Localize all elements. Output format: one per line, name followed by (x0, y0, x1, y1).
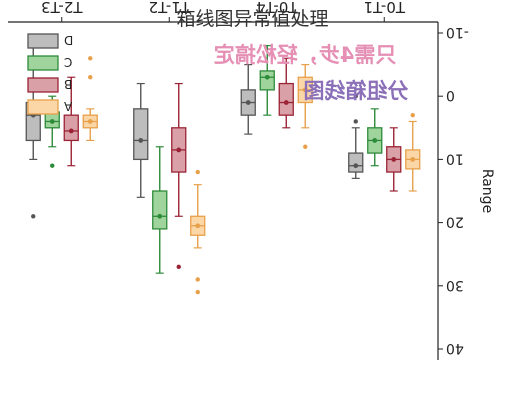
y-tick-label: 0 (446, 87, 455, 103)
outlier-point (88, 56, 93, 61)
mean-point (283, 100, 289, 105)
banner-line-1: 只需4步，轻松搞定 (214, 43, 397, 67)
outlier-point (195, 169, 200, 175)
mean-point (302, 87, 308, 93)
rotated-plot-group: -10 0 10 20 30 40 Range T0-T1 T0-T4 T1-T2 T2-T3 ABC… (8, 0, 495, 360)
box (259, 70, 275, 91)
outlier-point (195, 289, 200, 295)
mean-point (391, 156, 397, 162)
mean-point (176, 147, 182, 153)
y-tick-label: 40 (446, 340, 464, 356)
mean-point (410, 156, 416, 162)
legend-swatch (27, 33, 59, 49)
legend-swatch (27, 55, 59, 71)
legend-label: D (64, 33, 73, 47)
y-tick-label: 10 (446, 150, 464, 166)
outlier-point (195, 277, 200, 282)
y-tick-label: 30 (446, 277, 464, 293)
outlier-point (31, 214, 36, 219)
x-tick-label: T0-T1 (364, 0, 406, 16)
mean-point (138, 138, 144, 143)
x-tick-label: T0-T4 (256, 0, 298, 16)
page-title: 箱线图异常值处理 (176, 8, 329, 30)
mean-point (49, 119, 55, 124)
outlier-point (353, 94, 358, 99)
x-tick-label: T1-T2 (149, 0, 191, 16)
y-tick-label: -10 (446, 24, 469, 40)
legend-label: A (63, 99, 72, 113)
mean-point (195, 223, 201, 229)
box (348, 152, 364, 173)
mean-point (157, 213, 163, 219)
legend-swatch (27, 99, 59, 115)
outlier-point (176, 264, 181, 270)
y-tick-label: 20 (446, 214, 464, 230)
banner-line-2: 分组箱线图 (304, 79, 409, 103)
outlier-point (353, 119, 358, 124)
legend-label: C (64, 55, 72, 69)
box (278, 82, 294, 116)
mean-point (87, 119, 93, 124)
legend-label: B (64, 77, 72, 91)
mean-point (245, 100, 251, 105)
mean-point (264, 74, 270, 80)
y-axis-label: Range (479, 169, 495, 213)
box (152, 190, 168, 230)
mean-point (353, 163, 359, 169)
box (63, 114, 79, 142)
outlier-point (50, 163, 55, 168)
mean-point (372, 138, 378, 143)
legend-swatch (27, 77, 59, 93)
outlier-point (410, 112, 415, 118)
outlier-point (303, 144, 308, 149)
outlier-point (88, 75, 93, 80)
box (133, 108, 149, 161)
x-tick-label: T2-T3 (41, 0, 83, 16)
mean-point (68, 128, 74, 134)
